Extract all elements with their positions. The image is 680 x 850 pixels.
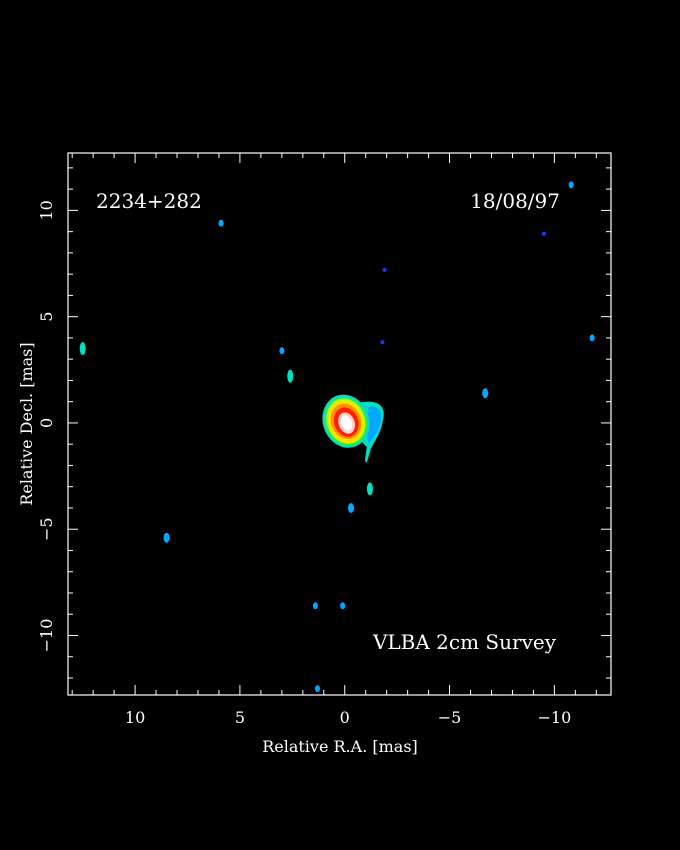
axis-tick-labels: 10 5 0 −5 −10 10 5 0 −5 −10 <box>37 200 571 727</box>
intensity-image <box>79 181 595 693</box>
axis-ticks <box>68 153 611 695</box>
noise-spot <box>366 482 373 496</box>
core-contour <box>341 415 353 431</box>
y-tick-label: 5 <box>37 312 56 322</box>
noise-spot <box>541 231 546 236</box>
noise-spot <box>287 369 294 383</box>
noise-spot <box>79 342 86 356</box>
y-tick-label: −10 <box>37 619 56 653</box>
noise-spot <box>314 685 320 693</box>
x-tick-label: 10 <box>125 708 145 727</box>
noise-spot <box>340 602 346 610</box>
plot-frame <box>67 152 612 696</box>
noise-spot <box>348 502 355 513</box>
x-tick-label: 0 <box>340 708 350 727</box>
x-tick-label: 5 <box>235 708 245 727</box>
noise-spot <box>382 267 387 272</box>
x-axis-label: Relative R.A. [mas] <box>262 737 418 756</box>
survey-label: VLBA 2cm Survey <box>372 630 557 654</box>
noise-spot <box>163 532 170 543</box>
noise-spot <box>312 602 318 610</box>
noise-spot <box>482 388 489 399</box>
core-component <box>322 394 384 463</box>
source-name-label: 2234+282 <box>96 189 202 213</box>
y-axis-label: Relative Decl. [mas] <box>17 342 36 505</box>
x-tick-label: −5 <box>438 708 462 727</box>
noise-spot <box>568 181 574 189</box>
noise-spot <box>380 340 385 345</box>
noise-spot <box>589 334 595 342</box>
y-tick-label: −5 <box>37 517 56 541</box>
y-tick-label: 10 <box>37 200 56 220</box>
epoch-label: 18/08/97 <box>470 189 560 213</box>
noise-spot <box>279 347 285 355</box>
noise-spot <box>218 219 224 227</box>
y-tick-label: 0 <box>37 418 56 428</box>
x-tick-label: −10 <box>538 708 572 727</box>
jet-inner <box>365 406 382 443</box>
